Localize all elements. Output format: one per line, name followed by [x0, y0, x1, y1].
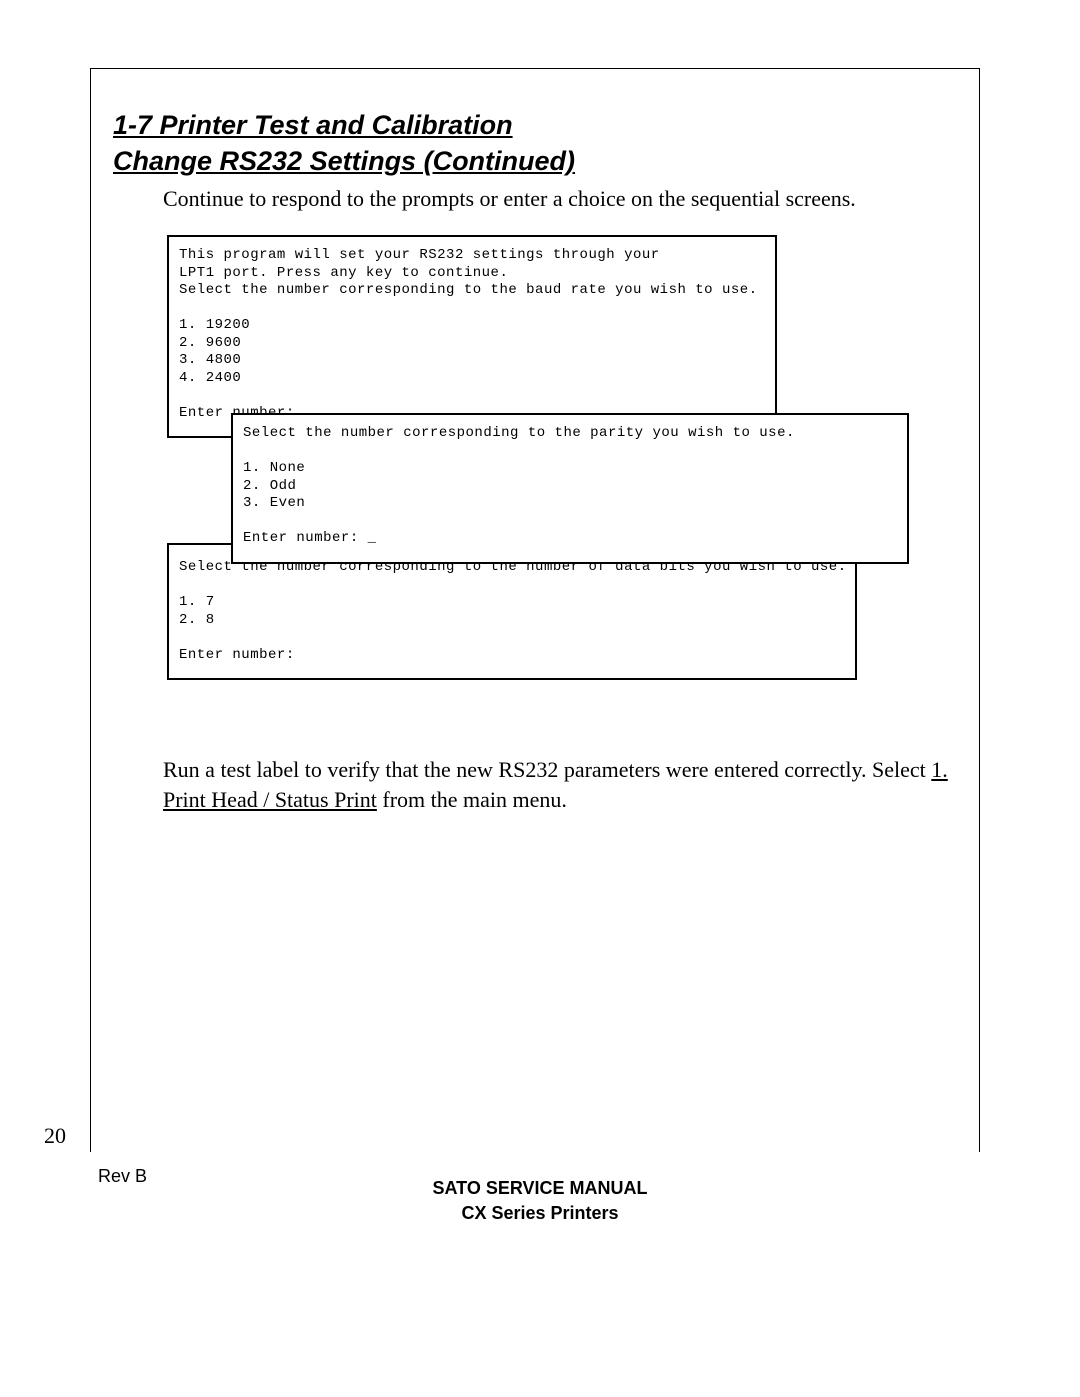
footer-line-1: SATO SERVICE MANUAL	[0, 1176, 1080, 1200]
page-number: 20	[44, 1123, 66, 1149]
footer: SATO SERVICE MANUAL CX Series Printers	[0, 1176, 1080, 1225]
screen-parity: Select the number corresponding to the p…	[231, 413, 909, 564]
heading-line-2: Change RS232 Settings (Continued)	[113, 143, 951, 179]
terminal-screens: This program will set your RS232 setting…	[167, 235, 951, 695]
page-border: 1-7 Printer Test and Calibration Change …	[90, 68, 980, 1152]
screen-baud-rate: This program will set your RS232 setting…	[167, 235, 777, 438]
footer-line-2: CX Series Printers	[0, 1201, 1080, 1225]
heading-line-1: 1-7 Printer Test and Calibration	[113, 107, 951, 143]
after-suffix: from the main menu.	[377, 787, 567, 812]
section-heading: 1-7 Printer Test and Calibration Change …	[113, 107, 951, 180]
screen-data-bits: Select the number corresponding to the n…	[167, 543, 857, 680]
after-prefix: Run a test label to verify that the new …	[163, 757, 931, 782]
after-instruction: Run a test label to verify that the new …	[163, 755, 951, 814]
intro-text: Continue to respond to the prompts or en…	[163, 185, 951, 214]
